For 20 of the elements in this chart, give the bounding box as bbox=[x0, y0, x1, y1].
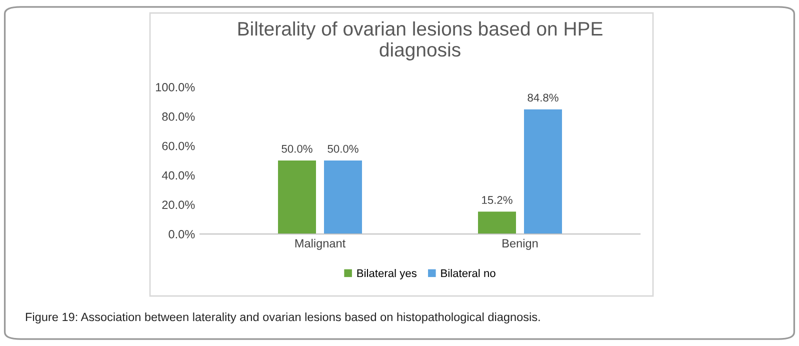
y-tick-label: 40.0% bbox=[162, 171, 195, 180]
legend-label: Bilateral no bbox=[441, 268, 496, 278]
legend-label: Bilateral yes bbox=[357, 268, 417, 280]
x-tick-label: Malignant bbox=[295, 238, 346, 250]
data-label: 15.2% bbox=[482, 196, 512, 204]
y-tick-label: 0.0% bbox=[168, 230, 195, 238]
bar bbox=[478, 212, 516, 234]
bar bbox=[324, 160, 362, 234]
caption: Figure 19: Association between laterality and ovarian lesions based on histopathological diagnosis. bbox=[26, 312, 540, 324]
y-tick-label: 100.0% bbox=[156, 83, 195, 92]
chart-title: Bilterality of ovarian lesions based on HPE diagnosis bbox=[238, 21, 602, 60]
data-label: 84.8% bbox=[528, 94, 558, 102]
y-tick-label: 60.0% bbox=[162, 142, 195, 150]
data-label: 50.0% bbox=[282, 144, 312, 153]
x-tick-label: Benign bbox=[502, 238, 538, 250]
data-label: 50.0% bbox=[328, 144, 358, 153]
bar bbox=[278, 160, 316, 234]
y-tick-label: 80.0% bbox=[162, 112, 195, 121]
bar bbox=[524, 109, 562, 234]
y-tick-label: 20.0% bbox=[162, 200, 195, 209]
